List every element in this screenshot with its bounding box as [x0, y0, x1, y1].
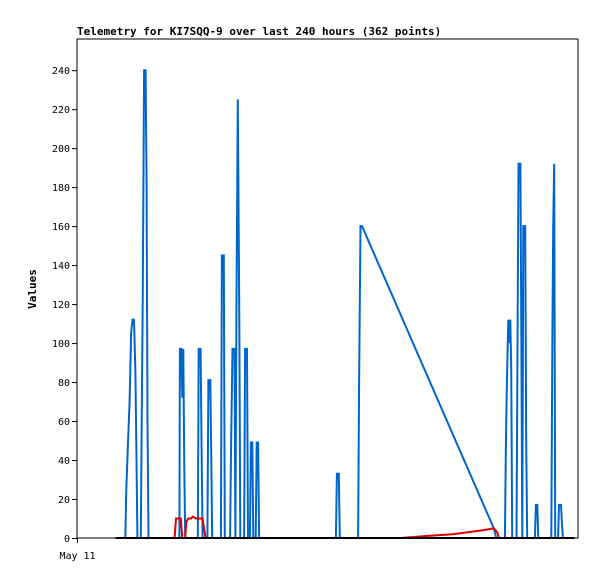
- y-tick-label: 120: [52, 300, 70, 311]
- x-tick-label: May 11: [59, 551, 95, 562]
- y-tick-label: 60: [58, 417, 70, 428]
- series-line-1: [115, 69, 572, 539]
- y-tick-label: 240: [52, 66, 70, 77]
- y-tick-label: 180: [52, 183, 70, 194]
- y-tick-label: 20: [58, 495, 70, 506]
- chart-title: Telemetry for KI7SQQ-9 over last 240 hou…: [77, 25, 441, 38]
- y-tick-label: 100: [52, 339, 70, 350]
- plot-frame: [76, 38, 579, 539]
- y-tick-label: 40: [58, 456, 70, 467]
- y-tick-label: 220: [52, 105, 70, 116]
- y-tick-label: 140: [52, 261, 70, 272]
- y-tick-label: 80: [58, 378, 70, 389]
- y-tick-label: 200: [52, 144, 70, 155]
- y-axis-label: Values: [26, 269, 39, 309]
- y-tick-label: 0: [64, 534, 70, 545]
- y-tick-label: 160: [52, 222, 70, 233]
